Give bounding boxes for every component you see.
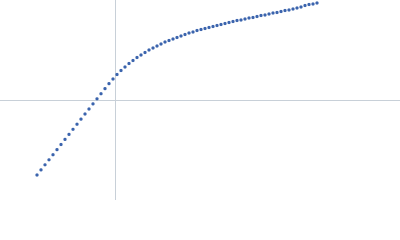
point bbox=[195, 28, 199, 33]
point bbox=[303, 3, 307, 8]
point bbox=[159, 42, 163, 46]
point bbox=[231, 19, 235, 24]
point bbox=[255, 14, 259, 19]
point bbox=[75, 122, 79, 126]
point bbox=[247, 16, 251, 20]
point bbox=[207, 25, 211, 30]
point bbox=[143, 50, 147, 55]
point bbox=[67, 132, 71, 136]
point bbox=[291, 7, 295, 11]
point bbox=[243, 17, 247, 21]
point bbox=[183, 32, 187, 37]
point bbox=[79, 117, 83, 121]
point bbox=[71, 127, 75, 131]
point bbox=[275, 10, 279, 15]
point bbox=[279, 9, 283, 14]
point bbox=[163, 40, 167, 44]
point bbox=[191, 30, 195, 34]
point bbox=[87, 107, 91, 111]
point bbox=[179, 34, 183, 38]
point bbox=[107, 82, 111, 86]
point bbox=[175, 35, 179, 40]
point bbox=[263, 13, 267, 17]
point bbox=[203, 26, 207, 31]
point bbox=[83, 112, 87, 116]
point bbox=[95, 97, 99, 101]
point bbox=[111, 77, 115, 81]
point bbox=[167, 38, 171, 43]
point bbox=[239, 18, 243, 22]
point bbox=[307, 2, 311, 7]
point bbox=[283, 8, 287, 13]
point bbox=[299, 5, 303, 9]
point bbox=[271, 11, 275, 15]
point bbox=[227, 20, 231, 25]
point bbox=[39, 168, 43, 172]
point bbox=[43, 163, 47, 167]
point bbox=[223, 21, 227, 26]
point bbox=[139, 53, 143, 57]
chart bbox=[0, 0, 400, 200]
point bbox=[59, 142, 63, 147]
point bbox=[55, 148, 59, 152]
point bbox=[35, 173, 39, 177]
point bbox=[127, 61, 131, 66]
point bbox=[235, 18, 239, 23]
point bbox=[115, 72, 119, 77]
point bbox=[131, 58, 135, 63]
point bbox=[135, 55, 139, 60]
point bbox=[51, 153, 55, 157]
point bbox=[187, 31, 191, 35]
point bbox=[151, 46, 155, 50]
point bbox=[199, 27, 203, 32]
point bbox=[315, 1, 319, 5]
point bbox=[119, 68, 123, 73]
point bbox=[155, 44, 159, 48]
point bbox=[99, 92, 103, 96]
point bbox=[251, 15, 255, 20]
point bbox=[63, 137, 67, 141]
point bbox=[287, 8, 291, 12]
point bbox=[91, 102, 95, 106]
point bbox=[103, 87, 107, 91]
point bbox=[311, 2, 315, 6]
point bbox=[147, 48, 151, 52]
point bbox=[215, 23, 219, 28]
point bbox=[211, 24, 215, 29]
point bbox=[171, 37, 175, 41]
point bbox=[259, 13, 263, 18]
point bbox=[295, 6, 299, 10]
point bbox=[267, 12, 271, 16]
point bbox=[47, 158, 51, 162]
point bbox=[123, 65, 127, 69]
point bbox=[219, 22, 223, 27]
